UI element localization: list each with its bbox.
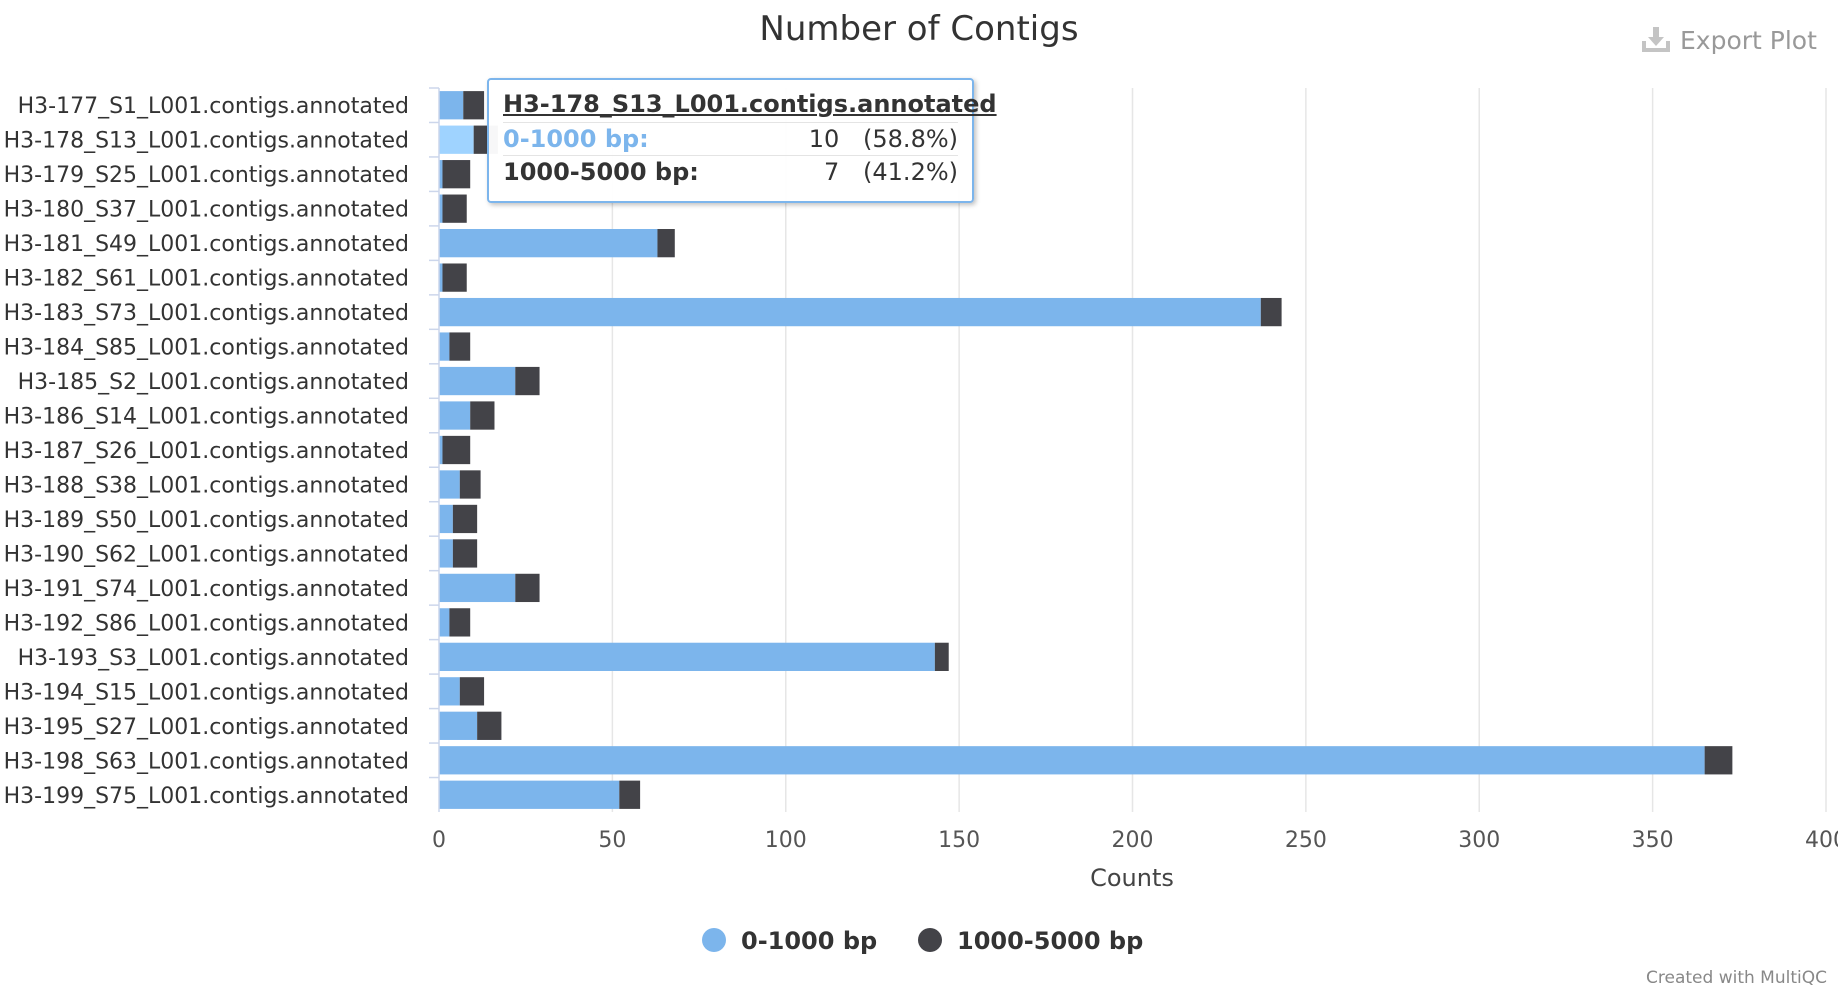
bar-segment[interactable] [452,504,478,534]
bar-segment[interactable] [439,194,443,223]
tooltip-series-name: 1000-5000 bp: [503,158,699,186]
legend-marker [918,928,942,952]
y-category-label: H3-185_S2_L001.contigs.annotated [18,370,409,395]
bar-segment[interactable] [619,780,641,809]
y-category-label: H3-190_S62_L001.contigs.annotated [4,542,409,567]
legend-marker [702,928,726,952]
y-category-label: H3-189_S50_L001.contigs.annotated [4,508,409,533]
bar-segment[interactable] [515,366,540,396]
bars [439,91,1733,809]
bar-segment[interactable] [439,401,471,430]
bar-segment[interactable] [449,608,471,637]
tooltip-title: H3-178_S13_L001.contigs.annotated [503,90,997,118]
tooltip-series-name: 0-1000 bp: [503,125,649,153]
bar-segment[interactable] [439,746,1705,775]
y-category-label: H3-179_S25_L001.contigs.annotated [4,163,409,188]
y-category-label: H3-182_S61_L001.contigs.annotated [4,267,409,292]
bar-segment[interactable] [439,504,453,534]
bar-segment[interactable] [439,470,460,499]
y-category-label: H3-184_S85_L001.contigs.annotated [4,336,409,361]
bar-segment[interactable] [439,263,443,292]
credits[interactable]: Created with MultiQC [1646,968,1827,988]
bar-segment[interactable] [439,160,443,189]
legend-item[interactable]: 0-1000 bp [702,927,877,955]
bar-segment[interactable] [439,539,453,568]
export-plot-button[interactable]: Export Plot [1640,20,1830,60]
legend-item[interactable]: 1000-5000 bp [918,927,1143,955]
y-axis-labels: H3-177_S1_L001.contigs.annotated H3-178_S… [4,87,439,809]
x-tick-label: 200 [1112,828,1154,853]
y-category-label: H3-194_S15_L001.contigs.annotated [4,680,409,705]
y-category-label: H3-180_S37_L001.contigs.annotated [4,198,409,223]
bar-segment[interactable] [439,780,620,809]
bar-segment[interactable] [515,573,540,603]
y-category-label: H3-177_S1_L001.contigs.annotated [18,94,409,119]
bar-segment[interactable] [1260,297,1282,327]
y-category-label: H3-191_S74_L001.contigs.annotated [4,577,409,602]
x-tick-label: 300 [1458,828,1500,853]
y-category-label: H3-195_S27_L001.contigs.annotated [4,715,409,740]
x-tick-label: 0 [432,828,446,853]
tooltip-percent: (58.8%) [863,125,958,153]
bar-segment[interactable] [470,401,495,430]
y-category-label: H3-192_S86_L001.contigs.annotated [4,611,409,636]
bar-segment[interactable] [439,125,474,154]
legend-label: 1000-5000 bp [957,927,1143,955]
bar-segment[interactable] [439,435,443,465]
grid-lines [611,88,1827,812]
bar-segment[interactable] [439,366,516,396]
bar-segment[interactable] [439,91,464,120]
x-tick-label: 250 [1285,828,1327,853]
bar-segment[interactable] [439,332,450,361]
bar-segment[interactable] [934,642,949,671]
y-category-label: H3-193_S3_L001.contigs.annotated [18,646,409,671]
tooltip-value: 7 [824,158,840,186]
x-tick-label: 50 [598,828,626,853]
y-category-label: H3-199_S75_L001.contigs.annotated [4,784,409,809]
bar-segment[interactable] [459,470,481,499]
bar-segment[interactable] [449,332,471,361]
tooltip-row: 0-1000 bp: 10 (58.8%) [503,122,958,155]
x-tick-label: 350 [1632,828,1674,853]
bar-segment[interactable] [442,263,467,292]
bar-segment[interactable] [442,435,471,465]
tooltip-percent: (41.2%) [863,158,958,186]
bar-segment[interactable] [439,677,460,706]
x-axis-ticks: 0 50 100 150 200 250 300 350 400 [432,828,1838,853]
y-category-label: H3-188_S38_L001.contigs.annotated [4,473,409,498]
legend: 0-1000 bp 1000-5000 bp [702,927,1143,955]
y-category-label: H3-198_S63_L001.contigs.annotated [4,749,409,774]
y-category-label: H3-178_S13_L001.contigs.annotated [4,129,409,154]
download-icon [1642,27,1670,52]
legend-label: 0-1000 bp [741,927,877,955]
x-tick-label: 150 [938,828,980,853]
bar-segment[interactable] [1704,746,1733,775]
y-category-label: H3-181_S49_L001.contigs.annotated [4,232,409,257]
bar-segment[interactable] [439,608,450,637]
bar-segment[interactable] [452,539,478,568]
tooltip-value: 10 [808,125,840,153]
y-category-label: H3-186_S14_L001.contigs.annotated [4,405,409,430]
x-tick-label: 100 [765,828,807,853]
bar-segment[interactable] [439,642,935,671]
x-tick-label: 400 [1805,828,1838,853]
tooltip-row: 1000-5000 bp: 7 (41.2%) [503,155,958,188]
y-category-label: H3-183_S73_L001.contigs.annotated [4,301,409,326]
export-plot-label: Export Plot [1680,25,1817,55]
bar-segment[interactable] [439,297,1261,327]
bar-segment[interactable] [459,677,485,706]
bar-segment[interactable] [463,91,485,120]
bar-segment[interactable] [439,573,516,603]
x-axis-title: Counts [1090,864,1174,892]
bar-segment[interactable] [477,711,502,740]
bar-segment[interactable] [442,160,471,189]
tooltip: H3-178_S13_L001.contigs.annotated 0-1000… [487,78,997,203]
bar-segment[interactable] [657,229,675,258]
chart-title: Number of Contigs [759,9,1078,49]
bar-segment[interactable] [442,194,467,223]
bar-segment[interactable] [439,229,658,258]
bar-segment[interactable] [439,711,478,740]
y-category-label: H3-187_S26_L001.contigs.annotated [4,439,409,464]
